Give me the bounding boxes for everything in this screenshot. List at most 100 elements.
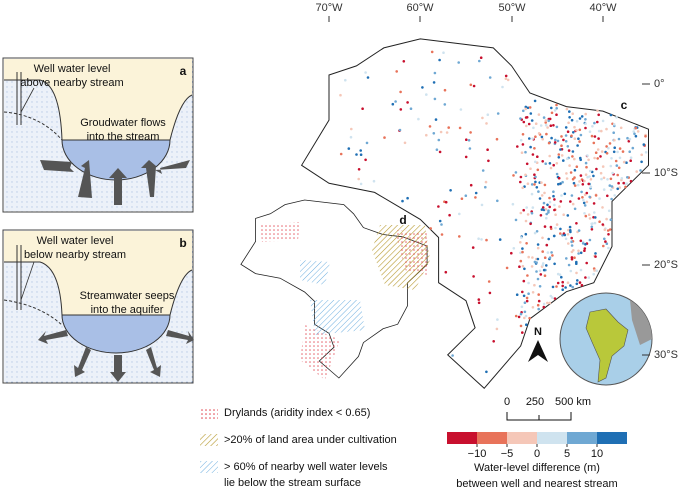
well-dot: [355, 153, 358, 156]
well-dot: [444, 270, 448, 274]
callout: Well water level: [37, 235, 114, 247]
well-dot: [545, 264, 548, 267]
well-dot: [605, 145, 608, 148]
well-dot: [542, 116, 546, 119]
well-dot: [564, 126, 568, 129]
well-dot: [548, 154, 551, 158]
well-dot: [496, 199, 499, 203]
well-dot: [525, 242, 528, 245]
well-dot: [578, 140, 581, 143]
well-dot: [584, 126, 587, 130]
well-dot: [525, 124, 528, 128]
well-dot: [588, 169, 592, 173]
legend-label: Drylands (aridity index < 0.65): [224, 407, 370, 419]
well-dot: [578, 281, 582, 284]
well-dot: [479, 56, 483, 59]
well-dot: [365, 141, 369, 145]
well-dot: [547, 211, 550, 214]
well-dot: [526, 213, 530, 216]
well-dot: [530, 265, 534, 268]
well-dot: [562, 159, 565, 162]
well-dot: [495, 137, 499, 141]
well-dot: [521, 143, 525, 146]
well-dot: [519, 324, 523, 328]
well-dot: [474, 196, 477, 199]
well-dot: [522, 208, 525, 212]
well-dot: [584, 214, 588, 218]
well-dot: [394, 100, 397, 103]
well-dot: [571, 285, 574, 289]
panel-b: b Well water level below nearby stream S…: [2, 229, 194, 384]
well-dot: [552, 163, 555, 167]
colorbar-tick-label: 5: [564, 448, 570, 460]
well-dot: [607, 209, 611, 213]
well-dot: [585, 200, 589, 204]
well-dot: [567, 228, 570, 232]
unsaturated-zone: [4, 231, 192, 315]
colorbar: Water-level difference (m) between well …: [447, 432, 627, 489]
well-dot: [529, 112, 533, 115]
well-dot: [485, 238, 488, 242]
well-dot: [616, 187, 619, 191]
well-dot: [534, 135, 537, 138]
well-dot: [610, 197, 613, 201]
legend-label: >20% of land area under cultivation: [224, 434, 397, 446]
well-dot: [597, 137, 600, 140]
well-dot: [484, 185, 487, 189]
dryland-zone: [260, 222, 300, 242]
scale-label: 500 km: [555, 396, 591, 408]
well-dot: [577, 249, 580, 253]
well-dot: [525, 323, 528, 327]
well-dot: [409, 107, 413, 110]
well-dot: [618, 156, 622, 160]
well-dot: [598, 197, 601, 200]
ground-surface: [4, 79, 193, 141]
well-dot: [608, 228, 612, 231]
well-dot: [614, 159, 618, 163]
well-dot: [559, 232, 562, 235]
well-dot: [542, 201, 546, 205]
well-dot: [578, 180, 581, 183]
well-dot: [566, 130, 570, 133]
well-dot: [472, 275, 475, 278]
well-dot: [595, 269, 598, 273]
well-dot: [519, 180, 522, 184]
well-dot: [588, 195, 591, 199]
well-dot: [577, 229, 581, 232]
colorbar-bin: [477, 432, 507, 444]
well-dot: [439, 130, 443, 134]
well-dot: [621, 150, 625, 153]
map-axes: 70°W 60°W 50°W 40°W 0° 10°S 20°S 30°S: [315, 2, 678, 361]
well-dot: [632, 130, 635, 133]
well-dot: [558, 273, 562, 277]
well-dot: [528, 316, 531, 320]
well-dot: [529, 222, 532, 226]
well-dot: [501, 85, 504, 89]
well-dot: [535, 186, 539, 189]
well-dot: [517, 315, 521, 319]
well-dot: [556, 139, 560, 143]
well-dot: [434, 118, 438, 121]
well-dot: [545, 216, 548, 220]
well-dot: [542, 302, 546, 306]
well-dot: [525, 296, 529, 300]
well-dot: [633, 132, 636, 136]
well-dot: [514, 314, 518, 318]
well-dot: [519, 251, 522, 255]
well-dot: [527, 122, 531, 126]
well-dot: [525, 299, 529, 303]
well-dot: [458, 235, 461, 238]
well-dot: [552, 194, 555, 198]
panel-a: a Well water level above nearby stream G…: [2, 57, 194, 213]
well-dot: [573, 256, 576, 260]
well-dot: [540, 181, 543, 184]
well-dot: [474, 191, 478, 195]
well-dot: [534, 175, 537, 179]
legend-swatch: [200, 407, 218, 419]
well-dot: [504, 77, 508, 80]
well-dot: [519, 211, 523, 215]
well-dot: [525, 116, 529, 119]
well-dot: [548, 196, 551, 200]
well-dot: [533, 147, 536, 150]
well-dot: [579, 158, 582, 162]
